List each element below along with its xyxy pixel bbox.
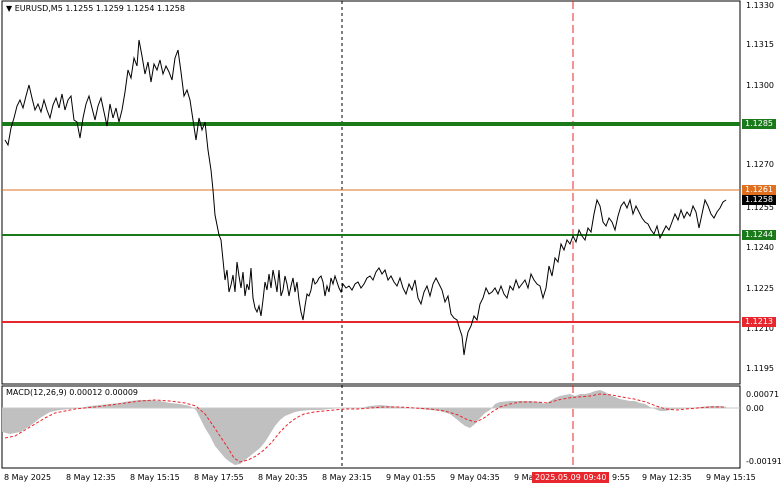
- time-tick: 9 May 15:15: [706, 473, 756, 482]
- time-tick: 9 May 04:35: [450, 473, 500, 482]
- price-tick: 1.1210: [746, 324, 774, 333]
- orange-level-tag: 1.1261: [742, 185, 776, 195]
- macd-tick: -0.00191: [746, 457, 781, 466]
- price-tick: 1.1330: [746, 1, 774, 10]
- price-tick: 1.1300: [746, 81, 774, 90]
- time-tick: 8 May 12:35: [66, 473, 116, 482]
- current-price-tag: 1.1258: [742, 195, 776, 205]
- price-tick: 1.1255: [746, 203, 774, 212]
- dropdown-arrow-icon[interactable]: ▼: [6, 4, 15, 13]
- macd-title: MACD(12,26,9) 0.00012 0.00009: [6, 388, 139, 397]
- macd-signal-line: [4, 393, 726, 463]
- time-tick: 8 May 17:55: [194, 473, 244, 482]
- macd-tick: 0.00071: [746, 390, 780, 399]
- time-tick: 8 May 23:15: [322, 473, 372, 482]
- price-tick: 1.1270: [746, 160, 774, 169]
- price-tick: 1.1315: [746, 40, 774, 49]
- support-level-tag: 1.1244: [742, 230, 776, 240]
- time-tick: 9 Ma: [514, 473, 534, 482]
- chart-title: ▼ EURUSD,M5 1.1255 1.1259 1.1254 1.1258: [6, 4, 185, 13]
- price-tick: 1.1225: [746, 284, 774, 293]
- time-tick: 9 May 01:55: [386, 473, 436, 482]
- time-tick: 8 May 15:15: [130, 473, 180, 482]
- macd-tick: 0.00: [746, 404, 764, 413]
- crosshair-time-tag: 2025.05.09 09:40: [532, 472, 610, 483]
- resistance-level-tag: 1.1285: [742, 119, 776, 129]
- price-tick: 1.1195: [746, 364, 774, 373]
- price-panel-border: [1, 0, 741, 385]
- time-tick: 8 May 2025: [4, 473, 52, 482]
- price-tick: 1.1240: [746, 243, 774, 252]
- red-level-tag: 1.1213: [742, 317, 776, 327]
- time-tick: 8 May 20:35: [258, 473, 308, 482]
- price-line: [4, 39, 727, 356]
- time-tick: 9:55: [612, 473, 630, 482]
- time-tick: 9 May 12:35: [642, 473, 692, 482]
- macd-histogram: [2, 390, 726, 465]
